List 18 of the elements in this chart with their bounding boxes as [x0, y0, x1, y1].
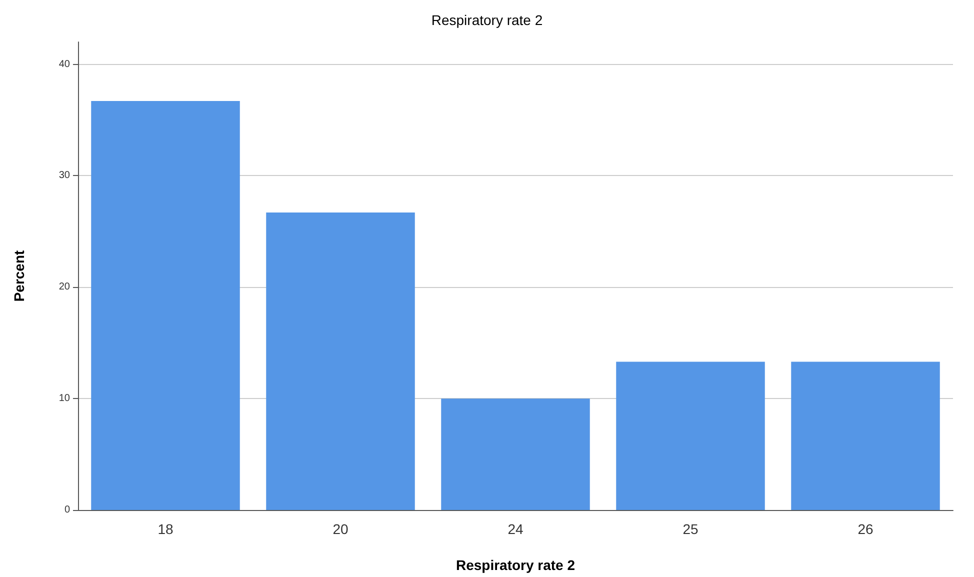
x-tick-label: 20	[332, 521, 348, 537]
y-axis-title: Percent	[11, 250, 27, 302]
x-tick-label: 25	[682, 521, 698, 537]
y-tick-label: 0	[64, 504, 70, 516]
x-axis-title: Respiratory rate 2	[456, 557, 576, 573]
x-tick-label: 24	[508, 521, 524, 537]
bar	[791, 362, 940, 510]
x-tick-label: 18	[158, 521, 174, 537]
bar	[441, 398, 590, 510]
x-tick-label: 26	[858, 521, 874, 537]
chart-title: Respiratory rate 2	[431, 12, 543, 28]
y-tick-label: 10	[58, 393, 70, 404]
bar	[91, 101, 240, 510]
bar	[266, 212, 415, 510]
y-tick-label: 40	[58, 58, 70, 70]
y-tick-label: 20	[58, 282, 70, 293]
y-tick-label: 30	[58, 170, 70, 182]
bar	[616, 362, 765, 510]
